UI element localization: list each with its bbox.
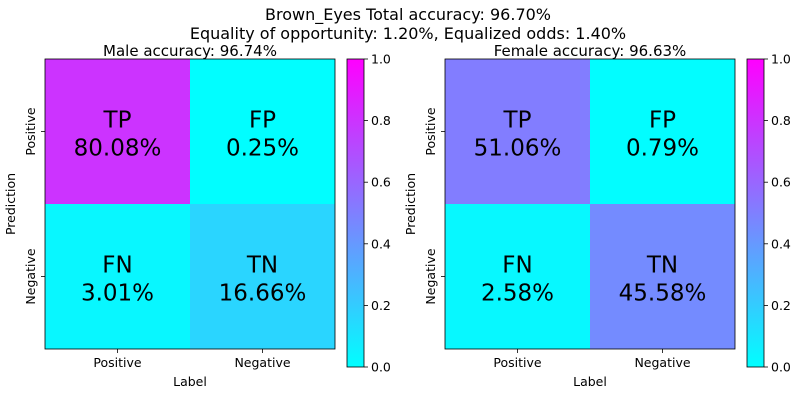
panel-title: Female accuracy: 96.63% — [494, 42, 687, 60]
colorbar-tick-label: 0.6 — [371, 175, 391, 190]
colorbar-tick-label: 1.0 — [371, 52, 391, 67]
cell-code-label: FP — [649, 108, 676, 134]
x-tick-label: Positive — [93, 355, 141, 370]
y-tick-label: Negative — [423, 248, 438, 304]
x-tick-label: Negative — [234, 355, 290, 370]
colorbar-tick-label: 0.8 — [771, 113, 791, 128]
axes-frame — [44, 58, 336, 350]
colorbar-tick-label: 0.0 — [371, 360, 391, 375]
y-axis-label: Prediction — [403, 173, 418, 235]
colorbar-tick-label: 0.2 — [371, 298, 391, 313]
panel-title: Male accuracy: 96.74% — [103, 42, 277, 60]
cell-value-label: 45.58% — [619, 281, 707, 307]
cell-code-label: TN — [646, 253, 678, 279]
y-tick-label: Positive — [423, 107, 438, 155]
heatmap-cell-tp — [445, 59, 590, 204]
cell-value-label: 51.06% — [474, 136, 562, 162]
heatmap-cell-tn — [590, 204, 735, 349]
heatmap-cell-tn — [190, 204, 335, 349]
x-axis-label: Label — [173, 374, 207, 389]
heatmap-cell-fn — [45, 204, 190, 349]
cell-value-label: 80.08% — [74, 136, 162, 162]
colorbar-tick-label: 0.4 — [371, 236, 391, 251]
cell-value-label: 2.58% — [481, 281, 554, 307]
y-tick-label: Positive — [23, 107, 38, 155]
cell-value-label: 3.01% — [81, 281, 154, 307]
heatmap-cell-fp — [590, 59, 735, 204]
figure-title-line1: Brown_Eyes Total accuracy: 96.70% — [265, 5, 551, 25]
colorbar-tick-label: 0.8 — [371, 113, 391, 128]
colorbar — [346, 58, 365, 368]
colorbar-tick-label: 0.4 — [771, 236, 791, 251]
heatmap-cell-fp — [190, 59, 335, 204]
colorbar — [746, 58, 765, 368]
x-axis-label: Label — [573, 374, 607, 389]
colorbar-tick-label: 0.6 — [771, 175, 791, 190]
axes-frame — [444, 58, 736, 350]
cell-code-label: TP — [103, 108, 132, 134]
cell-code-label: TN — [246, 253, 278, 279]
cell-code-label: FP — [249, 108, 276, 134]
cell-code-label: FN — [102, 253, 132, 279]
x-tick-label: Negative — [634, 355, 690, 370]
colorbar-tick-label: 1.0 — [771, 52, 791, 67]
cell-value-label: 0.79% — [626, 136, 699, 162]
heatmap-cell-fn — [445, 204, 590, 349]
colorbar-tick-label: 0.2 — [771, 298, 791, 313]
y-axis-label: Prediction — [3, 173, 18, 235]
cell-code-label: FN — [502, 253, 532, 279]
colorbar-tick-label: 0.0 — [771, 360, 791, 375]
figure-title-line2: Equality of opportunity: 1.20%, Equalize… — [190, 24, 626, 43]
cell-value-label: 0.25% — [226, 136, 299, 162]
y-tick-label: Negative — [23, 248, 38, 304]
x-tick-label: Positive — [493, 355, 541, 370]
heatmap-cell-tp — [45, 59, 190, 204]
cell-value-label: 16.66% — [219, 281, 307, 307]
cell-code-label: TP — [503, 108, 532, 134]
